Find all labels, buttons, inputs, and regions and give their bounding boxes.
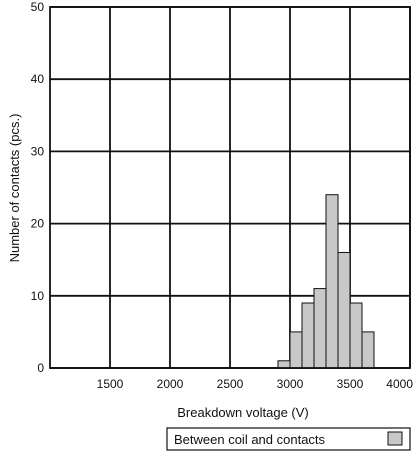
histogram-bar: [301, 302, 315, 369]
y-tick-label: 50: [31, 0, 45, 14]
histogram-bar: [289, 331, 303, 369]
histogram-bar: [361, 331, 375, 369]
histogram-bar: [349, 302, 363, 369]
y-axis-title: Number of contacts (pcs.): [7, 114, 22, 263]
y-tick-label: 10: [31, 289, 45, 303]
x-axis-title: Breakdown voltage (V): [177, 405, 309, 420]
y-tick-label: 20: [31, 217, 45, 231]
legend-box: [166, 427, 411, 451]
histogram-bar: [325, 194, 339, 369]
legend-label: Between coil and contacts: [174, 432, 326, 447]
x-tick-label: 2500: [217, 377, 244, 391]
x-tick-label: 4000: [386, 377, 413, 391]
x-tick-label: 3000: [277, 377, 304, 391]
legend-swatch: [387, 431, 403, 446]
x-tick-label: 3500: [337, 377, 364, 391]
legend: Between coil and contacts: [166, 427, 411, 451]
y-tick-label: 0: [37, 361, 44, 375]
x-tick-label: 1500: [97, 377, 124, 391]
y-tick-label: 30: [31, 144, 45, 158]
histogram-bar: [337, 251, 351, 369]
histogram-bar: [277, 360, 291, 369]
x-axis-ticks: 1500 2000 2500 3000 3500 4000: [97, 377, 414, 391]
histogram-bar: [313, 288, 327, 369]
y-axis-ticks: 0 10 20 30 40 50: [31, 0, 45, 375]
bars: [277, 194, 375, 369]
plot-frame: [49, 6, 411, 369]
y-tick-label: 40: [31, 72, 45, 86]
x-tick-label: 2000: [157, 377, 184, 391]
